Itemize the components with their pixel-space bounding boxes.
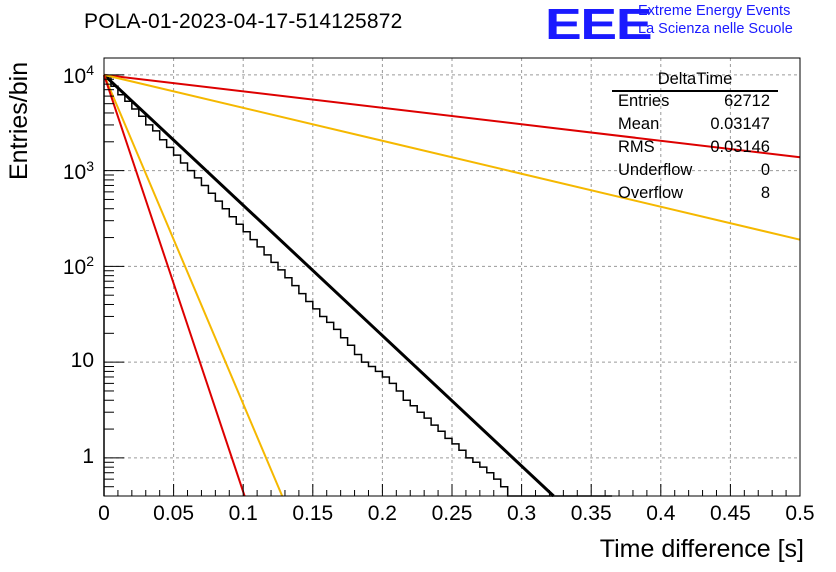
fit-line [103, 74, 284, 497]
grid [103, 58, 801, 496]
stats-value: 0.03146 [710, 138, 770, 156]
fit-line [103, 73, 801, 241]
y-tick-label: 104 [62, 61, 94, 88]
y-tick-label: 103 [62, 157, 94, 184]
stats-key: RMS [618, 138, 655, 156]
x-tick-label: 0.45 [709, 502, 751, 525]
fit-lines [102, 73, 801, 498]
tick-marks [103, 74, 801, 497]
stats-row-underflow: Underflow 0 [618, 161, 770, 183]
stats-key: Underflow [618, 161, 693, 179]
histogram-outline [103, 76, 613, 497]
logo-line-1: Extreme Energy Events [638, 3, 791, 19]
stats-key: Entries [618, 92, 670, 110]
x-tick-label: 0.2 [367, 502, 397, 525]
y-tick-label: 1 [82, 444, 94, 468]
x-tick-label: 0.5 [785, 502, 815, 525]
fit-line [102, 73, 555, 498]
histogram [103, 76, 613, 497]
x-tick-label: 0.3 [506, 502, 537, 525]
fit-line [103, 74, 246, 497]
stats-value: 62712 [724, 92, 770, 110]
stats-row-rms: RMS 0.03146 [618, 138, 770, 160]
chart-title: POLA-01-2023-04-17-514125872 [84, 10, 403, 33]
fit-line [103, 73, 801, 159]
stats-key: Overflow [618, 184, 684, 202]
stats-divider [612, 90, 778, 92]
x-tick-label: 0.25 [431, 502, 473, 525]
x-tick-label: 0.4 [646, 502, 676, 525]
eee-logo: EEE [545, 0, 653, 49]
x-tick-label: 0.1 [228, 502, 258, 525]
y-axis-label: Entries/bin [5, 61, 33, 180]
x-tick-label: 0.35 [570, 502, 612, 525]
x-tick-label: 0.05 [153, 502, 195, 525]
stats-value: 8 [760, 184, 770, 202]
logo-line-2: La Scienza nelle Scuole [638, 21, 793, 37]
y-tick-label: 10 [70, 349, 94, 373]
stats-value: 0 [760, 161, 770, 179]
stats-value: 0.03147 [710, 115, 770, 133]
y-tick-label: 102 [62, 253, 94, 280]
stats-row-overflow: Overflow 8 [618, 184, 770, 206]
x-axis-label: Time difference [s] [599, 535, 804, 563]
stats-box: DeltaTime Entries 62712 Mean 0.03147 RMS… [612, 70, 778, 210]
stats-title: DeltaTime [657, 70, 733, 88]
stats-key: Mean [618, 115, 660, 133]
x-tick-label: 0 [98, 502, 110, 525]
x-tick-label: 0.15 [292, 502, 334, 525]
stats-row-entries: Entries 62712 [618, 92, 770, 114]
stats-row-mean: Mean 0.03147 [618, 115, 770, 137]
